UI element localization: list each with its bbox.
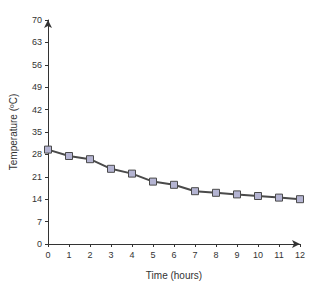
svg-text:9: 9	[234, 250, 239, 260]
svg-text:14: 14	[32, 194, 42, 204]
svg-text:1: 1	[66, 250, 71, 260]
svg-text:6: 6	[171, 250, 176, 260]
svg-text:0: 0	[37, 239, 42, 249]
svg-text:7: 7	[37, 217, 42, 227]
svg-text:0: 0	[45, 250, 50, 260]
svg-text:63: 63	[32, 37, 42, 47]
svg-text:42: 42	[32, 105, 42, 115]
svg-text:49: 49	[32, 82, 42, 92]
svg-text:8: 8	[213, 250, 218, 260]
svg-text:10: 10	[253, 250, 263, 260]
svg-text:2: 2	[87, 250, 92, 260]
svg-text:Time (hours): Time (hours)	[146, 270, 202, 281]
svg-text:21: 21	[32, 172, 42, 182]
svg-text:3: 3	[108, 250, 113, 260]
svg-text:70: 70	[32, 15, 42, 25]
svg-text:Temperature (ºC): Temperature (ºC)	[8, 94, 19, 170]
svg-text:12: 12	[295, 250, 305, 260]
svg-text:56: 56	[32, 60, 42, 70]
svg-text:7: 7	[192, 250, 197, 260]
svg-text:4: 4	[129, 250, 134, 260]
svg-text:28: 28	[32, 149, 42, 159]
svg-text:11: 11	[274, 250, 283, 260]
svg-text:5: 5	[150, 250, 155, 260]
svg-text:35: 35	[32, 127, 42, 137]
